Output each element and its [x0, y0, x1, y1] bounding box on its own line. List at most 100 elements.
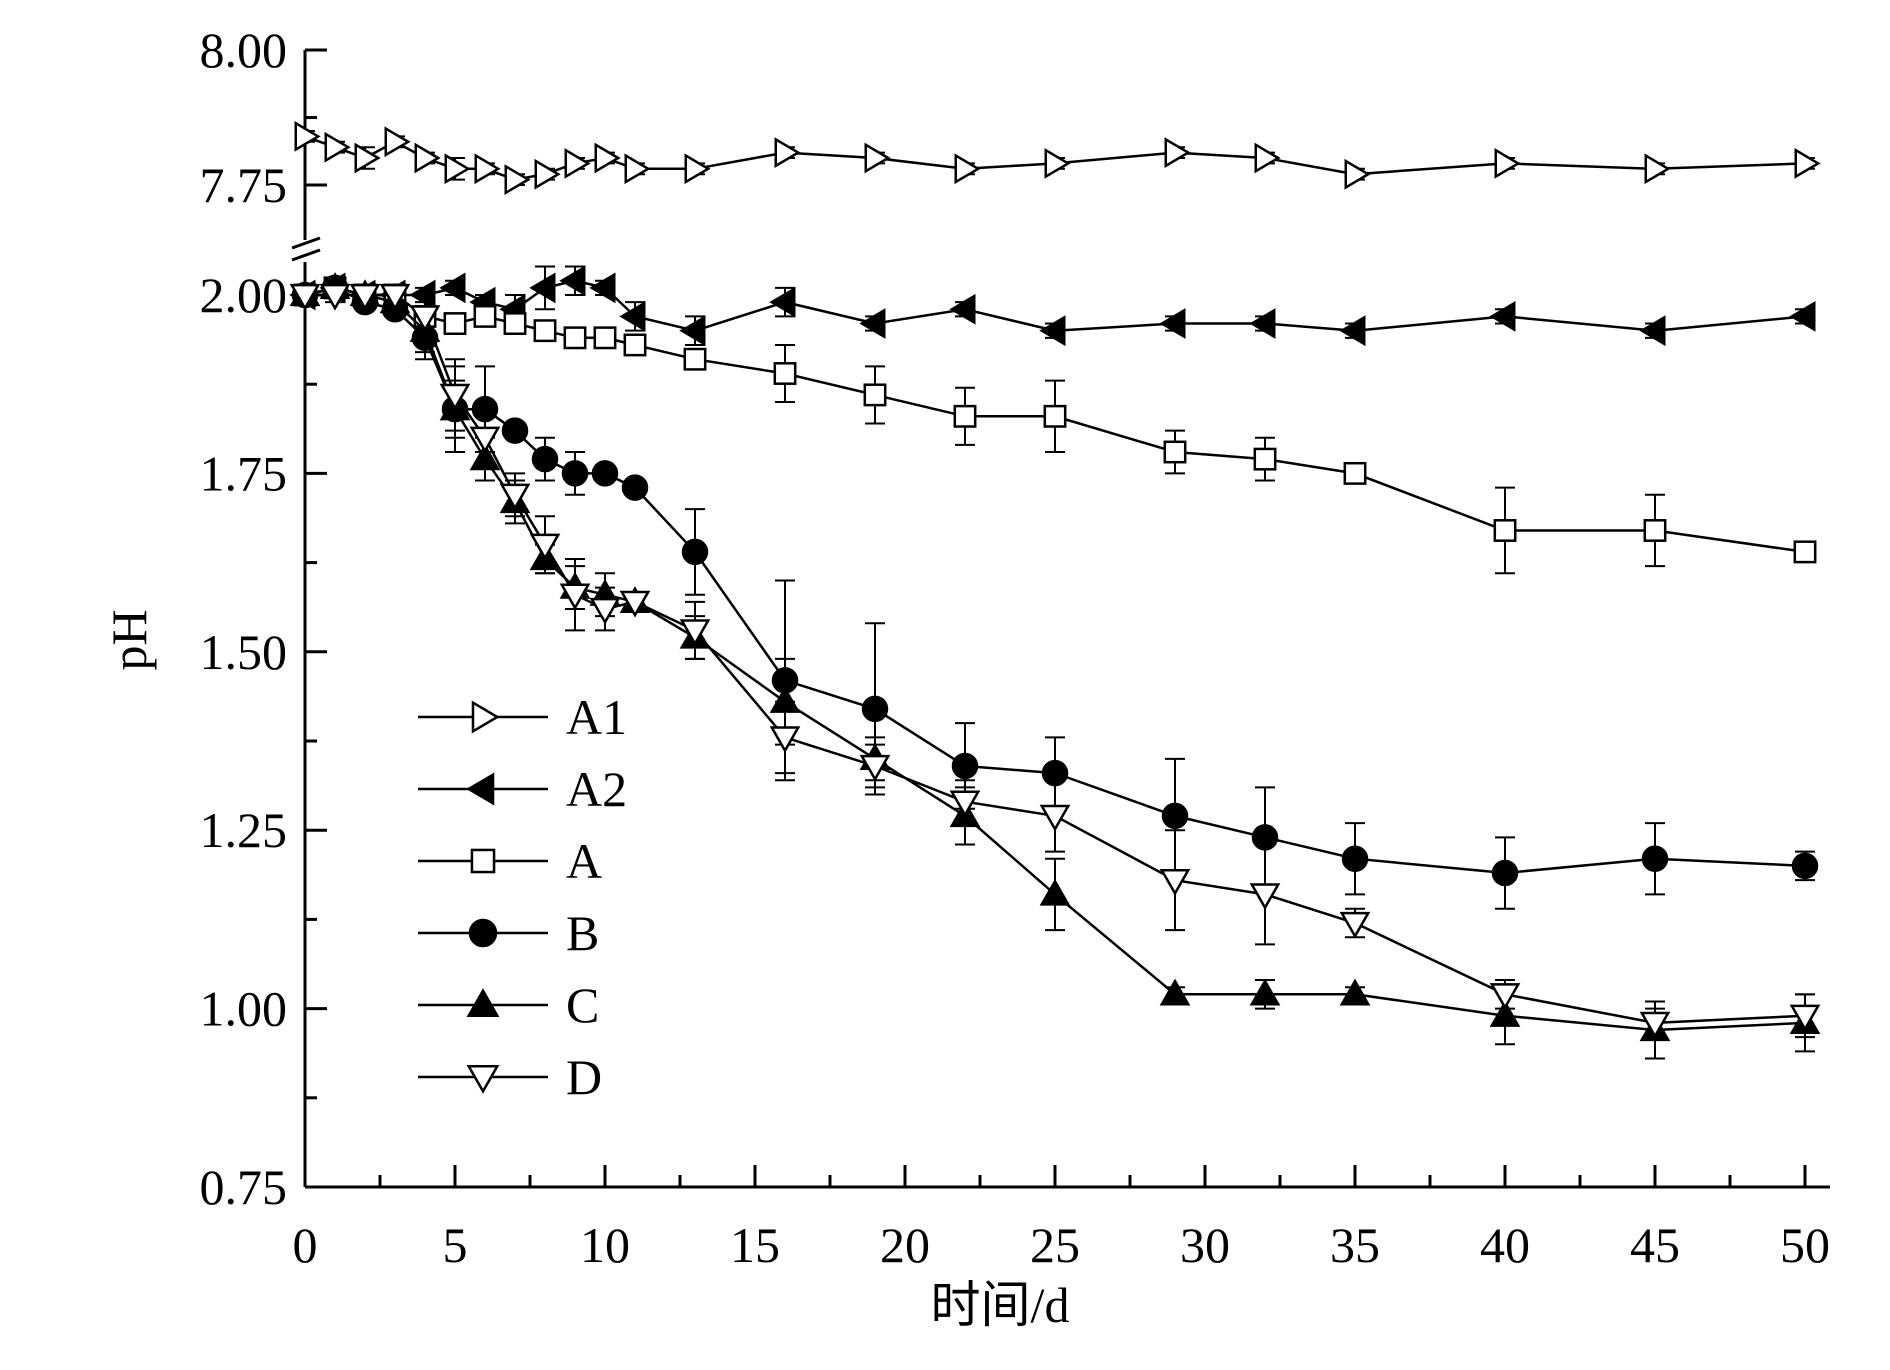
data-point-a1	[474, 153, 501, 185]
legend-label-c: C	[566, 977, 599, 1033]
series-a1	[294, 121, 1821, 195]
data-point-b	[951, 752, 979, 780]
data-point-a1	[324, 131, 351, 163]
x-tick-label: 10	[580, 1217, 630, 1273]
y-tick-label: 1.00	[200, 981, 288, 1037]
data-point-a1	[354, 142, 381, 174]
legend-label-d: D	[566, 1049, 602, 1105]
data-point-c	[1159, 978, 1191, 1006]
data-point-a1	[534, 158, 561, 190]
data-point-a2	[949, 293, 976, 325]
data-point-a	[473, 304, 497, 328]
data-point-a2	[529, 272, 556, 304]
x-tick-label: 20	[880, 1217, 930, 1273]
data-point-a2	[1339, 315, 1366, 347]
data-point-a1	[384, 126, 411, 158]
data-point-b	[861, 695, 889, 723]
legend-entry-c: C	[418, 977, 599, 1033]
data-point-a	[1253, 447, 1277, 471]
data-point-b	[1161, 802, 1189, 830]
series-a2	[289, 265, 1816, 347]
data-point-d	[499, 483, 531, 511]
data-point-d	[469, 426, 501, 454]
data-point-d	[679, 619, 711, 647]
data-point-d	[409, 305, 441, 333]
axis-break-mark	[291, 248, 321, 262]
data-point-a1	[444, 153, 471, 185]
data-point-a1	[1794, 148, 1821, 179]
x-axis-label: 时间/d	[931, 1277, 1070, 1333]
data-point-c	[1339, 978, 1371, 1006]
data-point-a1	[414, 142, 441, 174]
data-point-a1	[504, 164, 531, 195]
data-point-a2	[1789, 301, 1816, 332]
legend-entry-b: B	[418, 905, 599, 961]
data-point-a2	[1249, 308, 1276, 339]
data-point-d	[1249, 883, 1281, 911]
data-point-b	[621, 474, 649, 501]
legend-entry-a1: A1	[418, 689, 627, 745]
legend-marker-c	[466, 988, 500, 1017]
data-point-b	[1791, 852, 1819, 880]
data-point-b	[1641, 845, 1669, 872]
legend-marker-a2	[466, 772, 495, 806]
data-point-a	[1043, 404, 1067, 428]
data-point-a	[1493, 519, 1517, 542]
data-point-a2	[859, 308, 886, 339]
data-point-b	[531, 445, 559, 473]
data-point-a1	[864, 142, 891, 174]
data-point-d	[1039, 804, 1071, 832]
data-point-a	[1643, 519, 1667, 542]
data-point-a	[533, 319, 557, 343]
data-point-a	[773, 362, 797, 385]
legend-entry-a: A	[418, 833, 602, 889]
data-point-b	[591, 460, 619, 487]
legend-label-a: A	[566, 833, 602, 889]
x-tick-label: 5	[443, 1217, 468, 1273]
data-point-a1	[954, 153, 981, 185]
data-point-d	[1159, 869, 1191, 896]
data-point-a1	[624, 153, 651, 185]
x-tick-label: 45	[1630, 1217, 1680, 1273]
data-point-a	[443, 312, 467, 335]
data-point-a2	[439, 272, 466, 304]
data-point-d	[619, 590, 651, 618]
series-layer	[289, 121, 1821, 1060]
y-tick-label: 1.75	[200, 445, 288, 501]
data-point-a1	[594, 142, 621, 174]
y-tick-label: 8.00	[200, 22, 288, 78]
data-point-a	[863, 383, 887, 407]
chart-axes: 0 5 10 15 20 25 30 35 40 45 50 0.75 1.00 1.25 1.50 1.75…	[200, 22, 1830, 1273]
data-point-a1	[774, 137, 801, 168]
data-point-d	[859, 754, 891, 782]
data-point-c	[1039, 878, 1071, 906]
x-tick-label: 0	[293, 1217, 318, 1273]
y-tick-label: 1.25	[200, 802, 288, 858]
legend-marker-b	[468, 918, 498, 948]
data-point-a2	[769, 286, 796, 318]
y-tick-label: 7.75	[200, 157, 288, 213]
data-point-d	[949, 790, 981, 818]
data-point-a1	[1254, 142, 1281, 174]
data-point-d	[769, 726, 801, 754]
data-point-a	[953, 404, 977, 428]
legend-marker-a1	[471, 700, 500, 734]
data-point-a2	[619, 301, 646, 332]
data-point-d	[1339, 911, 1371, 939]
data-point-a	[1163, 440, 1187, 464]
data-point-a	[563, 326, 587, 350]
x-tick-label: 50	[1780, 1217, 1830, 1273]
data-point-d	[379, 283, 411, 311]
data-point-a1	[684, 153, 711, 185]
y-axis-label: pH	[101, 609, 157, 670]
legend-entry-a2: A2	[418, 761, 627, 817]
data-point-a1	[1494, 148, 1521, 179]
x-tick-label: 40	[1480, 1217, 1530, 1273]
data-point-b	[1341, 845, 1369, 872]
data-point-a	[1343, 461, 1367, 485]
series-d	[289, 283, 1821, 1039]
data-point-d	[289, 283, 321, 311]
data-point-d	[1639, 1011, 1671, 1039]
data-point-d	[1489, 983, 1521, 1011]
